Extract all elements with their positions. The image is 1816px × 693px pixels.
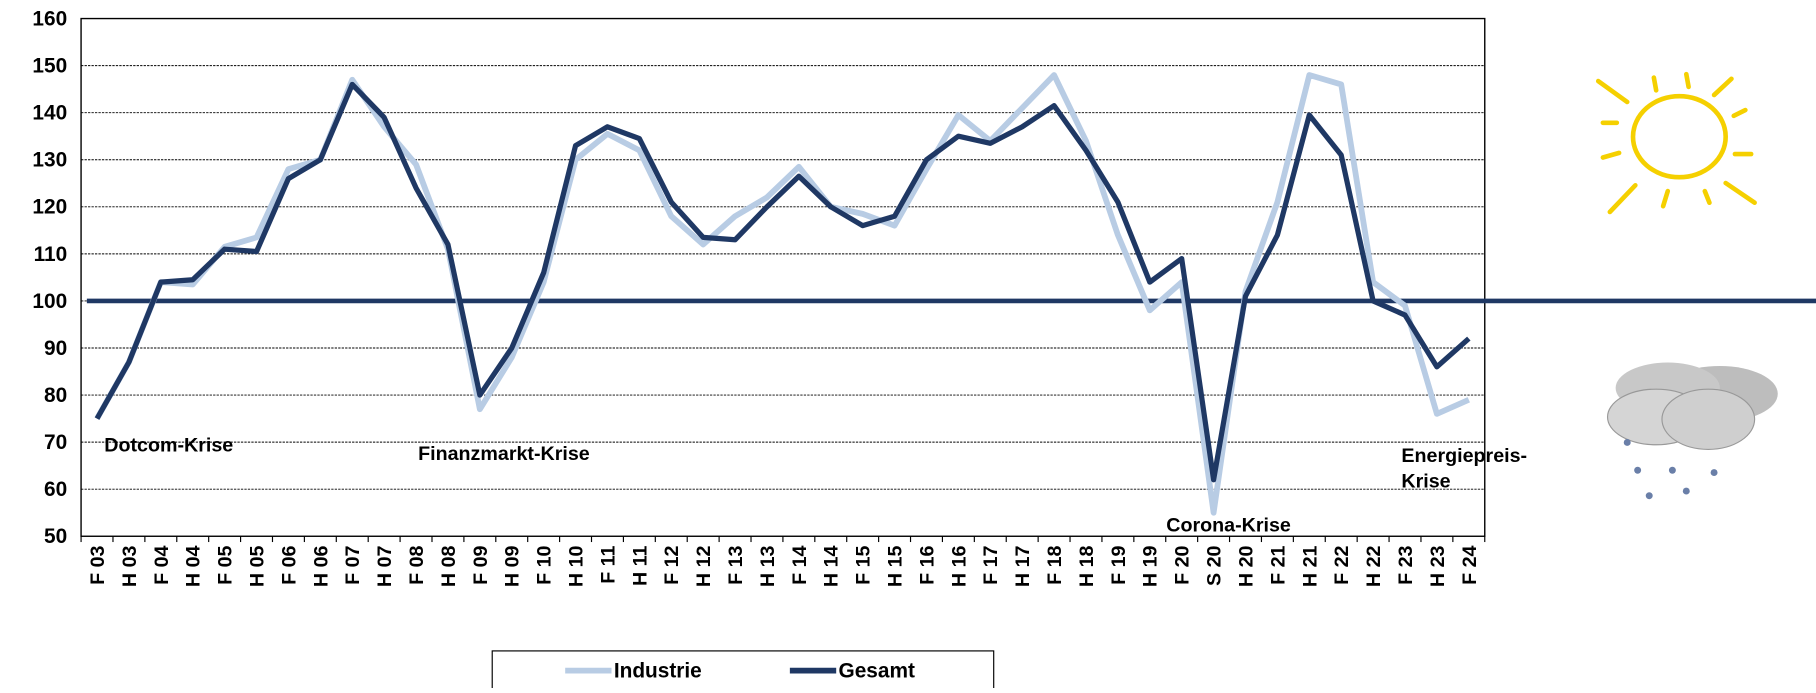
rain-cloud-icon — [1608, 363, 1778, 500]
x-tick-label: F 17 — [980, 545, 1002, 584]
x-tick-label: F 03 — [87, 545, 109, 584]
x-tick-label: F 16 — [916, 545, 938, 584]
x-tick-label: F 15 — [853, 545, 875, 584]
sun-icon — [1598, 74, 1754, 212]
legend-label: Gesamt — [839, 660, 915, 683]
plot-border — [81, 19, 1485, 537]
x-tick-label: H 04 — [183, 545, 205, 587]
x-tick-label: H 19 — [1140, 545, 1162, 587]
y-tick-label: 90 — [44, 337, 67, 360]
x-tick-label: H 10 — [566, 545, 588, 587]
x-tick-label: F 20 — [1172, 545, 1194, 584]
y-tick-label: 60 — [44, 478, 67, 501]
chart: 50 60 70 80 90 100 110 120 130 140 150 160 F 03 H 03 F… — [0, 0, 1816, 688]
x-tick-label: H 13 — [757, 545, 779, 587]
x-tick-label: H 15 — [885, 545, 907, 587]
y-tick-label: 120 — [32, 196, 67, 219]
x-tick-label: H 17 — [1012, 545, 1034, 587]
x-tick-label: F 14 — [789, 545, 811, 584]
x-tick-label: H 05 — [246, 545, 268, 587]
x-tick-label: F 22 — [1331, 545, 1353, 584]
x-tick-label: H 18 — [1076, 545, 1098, 587]
x-tick-label: H 07 — [374, 545, 396, 587]
x-tick-label: F 21 — [1267, 545, 1289, 584]
series-line — [97, 75, 1469, 513]
annotation: Corona-Krise — [1166, 515, 1291, 537]
y-tick-label: 70 — [44, 431, 67, 454]
x-tick-label: F 06 — [278, 545, 300, 584]
y-tick-label: 80 — [44, 384, 67, 407]
x-tick-label: H 16 — [948, 545, 970, 587]
y-tick-label: 150 — [32, 55, 67, 78]
x-tick-label: F 08 — [406, 545, 428, 584]
x-tick-label: F 07 — [342, 545, 364, 584]
y-tick-label: 160 — [32, 8, 67, 31]
y-tick-label: 100 — [32, 290, 67, 313]
x-tick-label: H 20 — [1235, 545, 1257, 587]
x-tick-label: F 18 — [1044, 545, 1066, 584]
x-tick-label: H 23 — [1427, 545, 1449, 587]
y-tick-label: 140 — [32, 102, 67, 125]
x-tick-label: F 24 — [1459, 545, 1481, 584]
x-tick-label: F 23 — [1395, 545, 1417, 584]
x-tick-label: H 06 — [310, 545, 332, 587]
x-tick-label: H 22 — [1363, 545, 1385, 587]
y-tick-label: 50 — [44, 525, 67, 548]
x-tick-label: F 09 — [470, 545, 492, 584]
page: {"chart_data": {"type": "line", "categor… — [0, 0, 1816, 693]
x-tick-label: H 14 — [821, 545, 843, 587]
x-tick-label: H 21 — [1299, 545, 1321, 587]
x-tick-label: F 12 — [661, 545, 683, 584]
series-line — [97, 84, 1469, 479]
x-tick-label: H 12 — [693, 545, 715, 587]
x-tick-label: F 10 — [534, 545, 556, 584]
legend-label: Industrie — [614, 660, 702, 683]
annotation: Finanzmarkt-Krise — [418, 443, 590, 465]
x-tick-label: H 09 — [502, 545, 524, 587]
x-tick-label: F 19 — [1108, 545, 1130, 584]
y-tick-label: 130 — [32, 149, 67, 172]
x-tick-label: F 04 — [151, 545, 173, 584]
annotation: Dotcom-Krise — [104, 435, 233, 457]
x-tick-label: S 20 — [1204, 545, 1226, 586]
annotation: Krise — [1401, 471, 1450, 493]
x-tick-label: F 11 — [597, 545, 619, 583]
x-tick-label: F 13 — [725, 545, 747, 584]
annotation: Energiepreis- — [1401, 445, 1527, 467]
x-tick-label: H 08 — [438, 545, 460, 587]
x-tick-label: H 11 — [629, 545, 651, 586]
y-tick-label: 110 — [34, 243, 68, 266]
x-tick-label: H 03 — [119, 545, 141, 587]
x-tick-label: F 05 — [215, 545, 237, 584]
